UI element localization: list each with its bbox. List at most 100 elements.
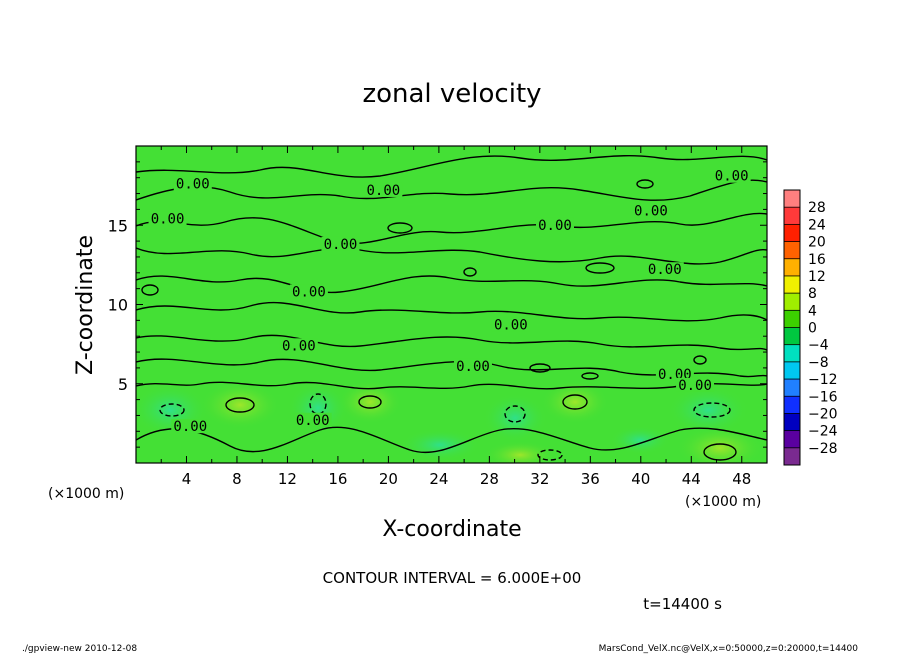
warm-blob (338, 380, 402, 424)
contour-label: 0.00 (634, 204, 668, 220)
warm-blob (541, 380, 609, 424)
contour-label-bg (645, 262, 684, 277)
colorbar-label: 24 (808, 217, 826, 233)
contour-closed (581, 372, 599, 380)
contour-closed (562, 394, 588, 410)
colorbar-swatch (784, 413, 800, 432)
contour-label: 0.00 (538, 218, 572, 234)
contour-line (136, 179, 767, 201)
colorbar-swatch (784, 344, 800, 363)
footer-right: MarsCond_VelX.nc@VelX,x=0:50000,z=0:2000… (599, 644, 859, 654)
contour-label-bg (535, 217, 574, 232)
contour-label: 0.00 (151, 211, 185, 227)
colorbar-swatch (784, 241, 800, 260)
colorbar-label: 16 (808, 252, 826, 268)
x-unit-right: (×1000 m) (685, 494, 761, 510)
y-axis-label: Z-coordinate (73, 235, 98, 375)
colorbar-label: 12 (808, 269, 826, 285)
contour-label-bg (712, 168, 751, 183)
contour-label-bg (148, 211, 187, 226)
colorbar-label: 8 (808, 286, 817, 302)
x-tick-label: 24 (429, 470, 448, 488)
contour-closed (387, 222, 413, 234)
warm-blob (484, 441, 556, 463)
contour-closed (225, 397, 255, 413)
contour-label-bg (279, 338, 318, 353)
contour-closed (529, 363, 551, 373)
contour-label: 0.00 (296, 413, 330, 429)
contour-line (136, 212, 767, 245)
contour-label-bg (453, 358, 492, 373)
contour-label: 0.00 (456, 359, 490, 375)
x-axis-label: X-coordinate (382, 517, 521, 542)
y-axis-ticks: 5 10 15 (108, 161, 767, 448)
colorbar-swatch (784, 224, 800, 243)
colorbar-swatch (784, 379, 800, 397)
contour-line (136, 155, 767, 178)
x-tick-label: 40 (631, 470, 650, 488)
colorbar-swatch (784, 293, 800, 311)
contour-label-group: 0.00 0.00 0.00 0.00 0.00 0.00 0.00 0.00 0.00 0.00… (148, 168, 751, 435)
contour-line (136, 247, 767, 265)
colorbar-label: −20 (808, 406, 838, 422)
cool-blob (400, 429, 480, 461)
x-tick-label: 8 (232, 470, 242, 488)
colorbar-label: −24 (808, 424, 838, 440)
contour-label-bg (171, 419, 210, 434)
contour-closed (636, 179, 654, 189)
footer-left: ./gpview-new 2010-12-08 (22, 644, 137, 654)
contour-label: 0.00 (282, 338, 316, 354)
contour-label: 0.00 (715, 169, 749, 185)
contour-label-bg (289, 284, 328, 299)
x-tick-label: 16 (328, 470, 347, 488)
colorbar-label: 20 (808, 235, 826, 251)
contour-closed (358, 395, 382, 409)
contour-dashed (537, 449, 563, 461)
contour-closed (141, 284, 159, 296)
contour-label-bg (676, 377, 715, 392)
cool-blob (668, 386, 748, 434)
colorbar-swatch (784, 327, 800, 346)
contour-label: 0.00 (678, 378, 712, 394)
colorbar-swatch (784, 258, 800, 277)
contour-label: 0.00 (494, 318, 528, 334)
contour-dashed (693, 402, 731, 418)
cool-blob (610, 426, 670, 454)
x-tick-label: 28 (480, 470, 499, 488)
colorbar-swatch (784, 361, 800, 380)
contour-closed (585, 262, 615, 274)
contour-label-bg (655, 366, 694, 381)
colorbar-label: 0 (808, 321, 817, 337)
contour-label-bg (321, 236, 360, 251)
contour-line (136, 334, 767, 351)
contour-line (136, 275, 767, 294)
colorbar-label: −4 (808, 338, 829, 354)
x-tick-label: 12 (278, 470, 297, 488)
contour-closed (463, 267, 477, 277)
y-tick-label: 10 (108, 296, 128, 315)
contour-label-bg (491, 317, 530, 332)
contour-interval: CONTOUR INTERVAL = 6.000E+00 (323, 569, 582, 587)
x-tick-label: 20 (379, 470, 398, 488)
x-unit-left: (×1000 m) (48, 486, 124, 502)
x-tick-label: 4 (182, 470, 192, 488)
colorbar-swatch (784, 310, 800, 328)
colorbar-label: −16 (808, 389, 838, 405)
contour-closed (703, 443, 737, 461)
time-label: t=14400 s (643, 595, 722, 613)
chart-title: zonal velocity (362, 79, 541, 109)
x-tick-label: 48 (732, 470, 751, 488)
cool-blob (483, 394, 547, 442)
contour-dashed (159, 403, 185, 417)
contour-label: 0.00 (324, 237, 358, 253)
warm-blob (200, 381, 280, 429)
contour-label-bg (631, 203, 670, 218)
contour-dashed (504, 405, 526, 423)
colorbar-swatch (784, 275, 800, 294)
colorbar-label: 4 (808, 303, 817, 319)
contour-label-bg (173, 176, 212, 191)
x-tick-label: 32 (530, 470, 549, 488)
colorbar-swatch (784, 207, 800, 225)
